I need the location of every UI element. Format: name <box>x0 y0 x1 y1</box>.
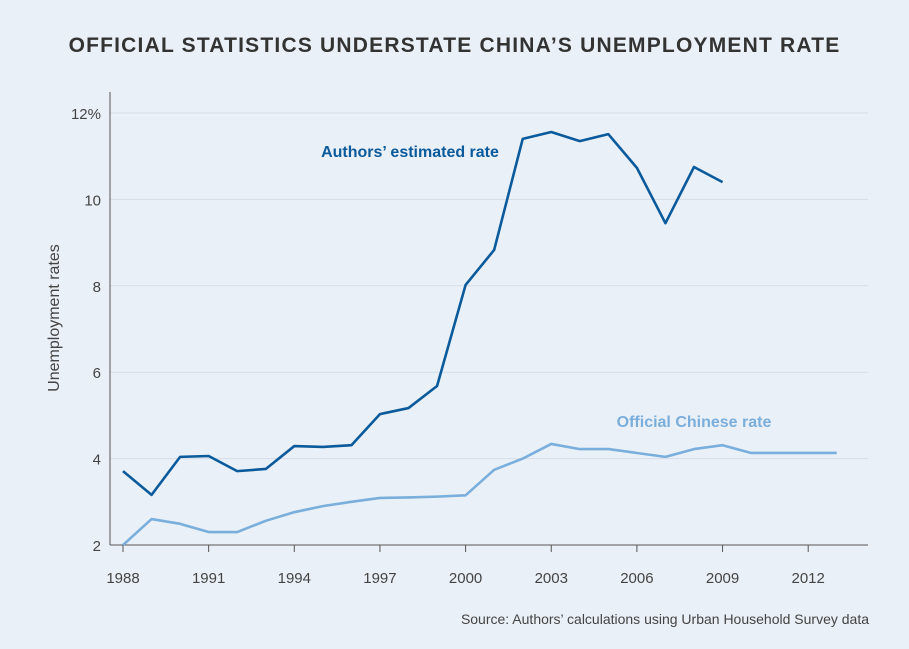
y-tick-label: 6 <box>93 365 101 382</box>
x-tick-label: 1997 <box>363 570 396 587</box>
y-tick-label: 2 <box>93 538 101 555</box>
x-tick-label: 2006 <box>620 570 653 587</box>
x-tick-label: 1994 <box>278 570 311 587</box>
y-tick-label: 12% <box>71 106 101 123</box>
x-tick-label: 1988 <box>106 570 139 587</box>
y-tick-label: 8 <box>93 279 101 296</box>
series-line-1 <box>122 442 837 546</box>
x-tick-label: 1991 <box>192 570 225 587</box>
x-tick-label: 2000 <box>449 570 482 587</box>
y-axis-label: Unemployment rates <box>46 244 63 392</box>
x-tick-label: 2009 <box>706 570 739 587</box>
y-tick-label: 4 <box>93 452 101 469</box>
x-tick-label: 2012 <box>792 570 825 587</box>
series-label-1: Official Chinese rate <box>617 414 772 431</box>
series-label-0: Authors’ estimated rate <box>321 144 499 161</box>
source-note: Source: Authors’ calculations using Urba… <box>460 611 869 627</box>
series-line-0 <box>122 130 724 497</box>
y-tick-label: 10 <box>84 192 101 209</box>
chart-title: OFFICIAL STATISTICS UNDERSTATE CHINA’S U… <box>68 34 841 57</box>
x-tick-label: 2003 <box>535 570 568 587</box>
